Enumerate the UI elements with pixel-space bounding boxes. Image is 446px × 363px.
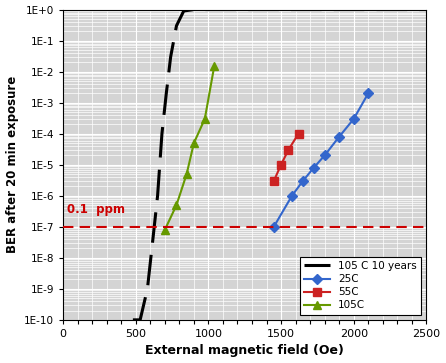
105C	[211, 64, 217, 68]
105 C 10 years	[159, 131, 165, 136]
105 C 10 years	[181, 9, 186, 13]
55C	[278, 163, 284, 167]
105 C 10 years	[174, 24, 179, 28]
105C	[202, 117, 207, 121]
Line: 105 C 10 years: 105 C 10 years	[133, 9, 426, 320]
105 C 10 years	[151, 234, 156, 238]
105 C 10 years	[137, 318, 143, 322]
Y-axis label: BER after 20 min exposure: BER after 20 min exposure	[5, 76, 19, 253]
25C	[337, 135, 342, 139]
55C	[296, 131, 301, 136]
Line: 105C: 105C	[161, 62, 219, 234]
Line: 55C: 55C	[270, 130, 303, 185]
105 C 10 years	[130, 318, 136, 322]
55C	[286, 148, 291, 152]
Line: 25C: 25C	[270, 90, 372, 230]
25C	[289, 193, 295, 198]
105C	[162, 228, 168, 232]
25C	[271, 225, 277, 229]
25C	[311, 166, 317, 170]
105C	[184, 172, 189, 176]
25C	[322, 153, 327, 158]
105C	[191, 141, 197, 145]
105 C 10 years	[424, 7, 429, 12]
105 C 10 years	[164, 91, 169, 95]
25C	[300, 179, 306, 183]
105 C 10 years	[191, 7, 197, 12]
X-axis label: External magnetic field (Oe): External magnetic field (Oe)	[145, 344, 344, 358]
105 C 10 years	[145, 287, 150, 291]
55C	[271, 179, 277, 183]
Text: 0.1  ppm: 0.1 ppm	[67, 203, 125, 216]
105 C 10 years	[168, 55, 173, 59]
25C	[351, 117, 356, 121]
105 C 10 years	[155, 193, 160, 198]
105 C 10 years	[206, 7, 211, 12]
25C	[366, 91, 371, 95]
Legend: 105 C 10 years, 25C, 55C, 105C: 105 C 10 years, 25C, 55C, 105C	[300, 257, 421, 315]
105C	[174, 203, 179, 207]
